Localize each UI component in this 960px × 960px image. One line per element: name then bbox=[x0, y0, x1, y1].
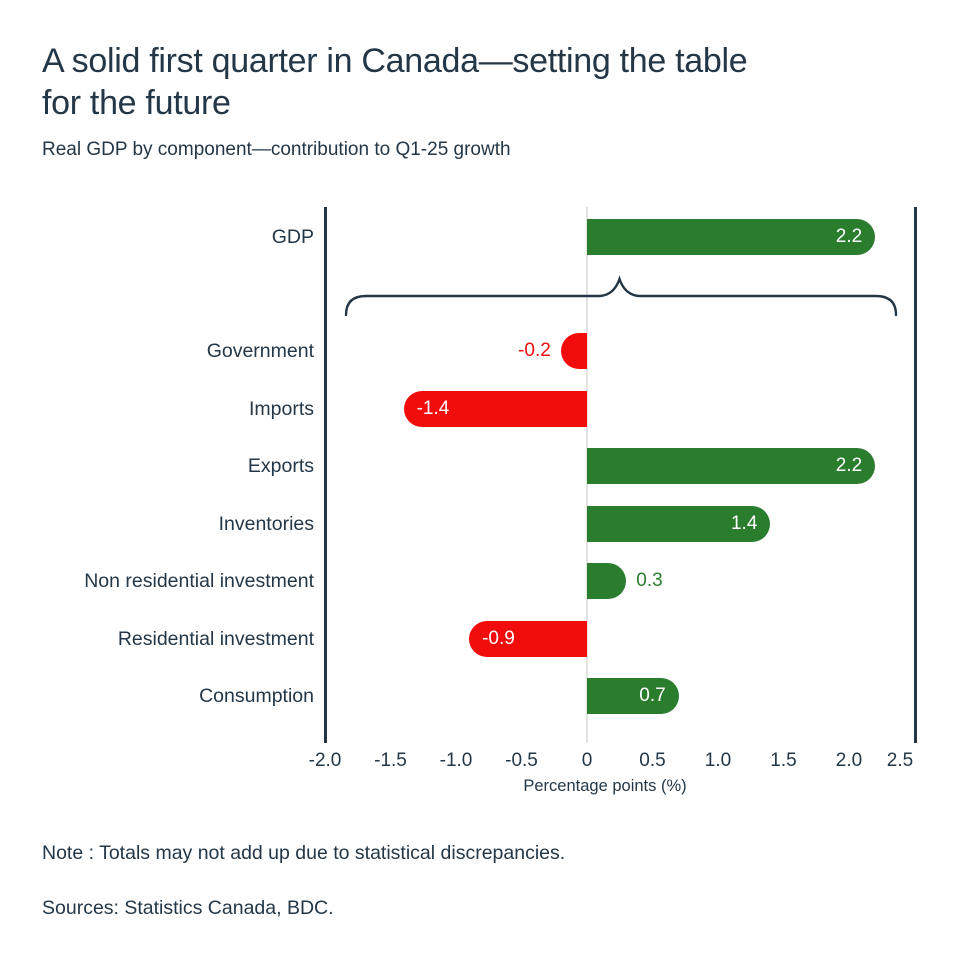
sources-text: Sources: Statistics Canada, BDC. bbox=[42, 897, 334, 919]
bar: 2.2 bbox=[587, 219, 876, 255]
x-tick-label: 1.0 bbox=[704, 750, 732, 771]
category-label: Imports bbox=[248, 397, 314, 420]
category-label: Exports bbox=[247, 455, 314, 477]
x-tick-label: -2.0 bbox=[308, 750, 342, 771]
category-label: GDP bbox=[271, 226, 314, 248]
chart-subtitle: Real GDP by component—contribution to Q1… bbox=[42, 139, 511, 160]
x-tick-label: -1.5 bbox=[374, 750, 407, 771]
x-tick-label: 0 bbox=[581, 750, 593, 771]
value-label: -0.9 bbox=[482, 627, 515, 649]
category-label: Government bbox=[206, 340, 314, 362]
x-tick-label: -0.5 bbox=[505, 750, 538, 771]
bar bbox=[560, 333, 587, 369]
page-title-line-1: A solid first quarter in Canada—setting … bbox=[42, 42, 748, 80]
x-tick-label: 2.0 bbox=[835, 750, 863, 771]
bar: 1.4 bbox=[587, 505, 771, 542]
bar: -0.9 bbox=[469, 620, 587, 657]
bar: 2.2 bbox=[587, 448, 876, 484]
value-label: -1.4 bbox=[416, 397, 450, 419]
category-label: Residential investment bbox=[117, 627, 314, 650]
note-text: Note : Totals may not add up due to stat… bbox=[42, 842, 566, 864]
page-title: A solid first quarter in Canada—setting … bbox=[42, 40, 862, 124]
x-tick-label: 2.5 bbox=[886, 750, 914, 771]
category-label: Consumption bbox=[199, 685, 314, 707]
value-label: 1.4 bbox=[730, 512, 758, 534]
right-axis-line bbox=[914, 207, 917, 743]
value-label: 2.2 bbox=[835, 226, 863, 247]
left-axis-line bbox=[324, 207, 327, 743]
bar bbox=[587, 563, 627, 599]
value-label: 2.2 bbox=[835, 455, 863, 476]
value-label: 0.3 bbox=[636, 570, 663, 591]
value-label: -0.2 bbox=[518, 340, 551, 361]
x-tick-label: 1.5 bbox=[770, 750, 797, 771]
page-title-line-2: for the future bbox=[42, 84, 231, 122]
bar: 0.7 bbox=[587, 678, 679, 714]
bar: -1.4 bbox=[403, 390, 587, 427]
x-tick-label: 0.5 bbox=[639, 750, 666, 771]
x-axis-label: Percentage points (%) bbox=[523, 777, 687, 795]
x-tick-label: -1.0 bbox=[439, 750, 473, 771]
value-label: 0.7 bbox=[639, 685, 666, 706]
category-label: Inventories bbox=[218, 512, 314, 535]
category-label: Non residential investment bbox=[84, 570, 314, 592]
